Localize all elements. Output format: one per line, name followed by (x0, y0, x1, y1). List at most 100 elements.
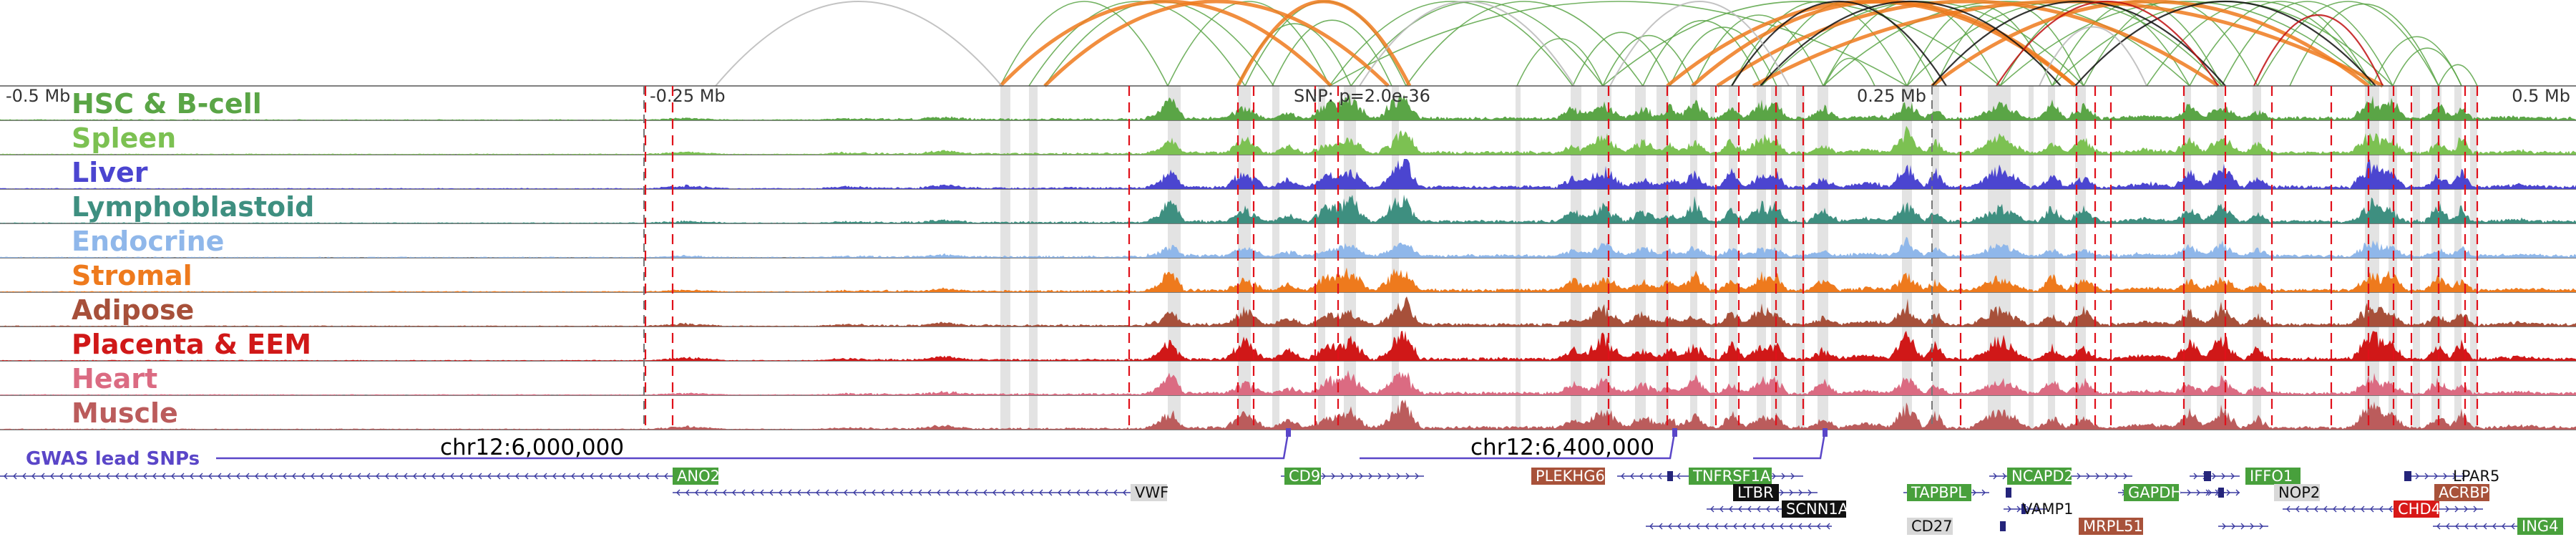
strand-arrow (2464, 523, 2469, 530)
strand-arrow (1766, 505, 1770, 513)
strand-arrow (1113, 489, 1118, 496)
gene-label: MRPL51 (2083, 518, 2143, 535)
ruler: -0.5 Mb -0.25 Mb 0.25 Mb 0.5 Mb SNP: p=2.0e-… (6, 86, 2570, 430)
track-placenta-eem: Placenta & EEM (0, 329, 2576, 362)
strand-arrow (779, 489, 783, 496)
strand-arrow (1719, 505, 1724, 513)
chromatin-loop (2253, 14, 2384, 87)
strand-arrow (825, 489, 829, 496)
chromatin-loop (1329, 1, 1574, 87)
strand-arrow (1630, 473, 1634, 480)
chromatin-loop (2221, 1, 2394, 87)
strand-arrow (1807, 523, 1812, 530)
ruler-tick-label: -0.5 Mb (6, 86, 70, 106)
chromatin-loop (2257, 1, 2439, 87)
strand-arrow (2231, 523, 2235, 530)
strand-arrow (890, 489, 894, 496)
strand-arrow (853, 489, 857, 496)
chromatin-loop (1760, 0, 2062, 87)
strand-arrow (41, 473, 45, 480)
strand-arrow (983, 489, 987, 496)
strand-arrow (292, 473, 296, 480)
strand-arrow (1011, 489, 1015, 496)
strand-arrow (686, 489, 690, 496)
strand-arrow (1340, 473, 1345, 480)
gene-tapbpl: TAPBPL (1907, 484, 1971, 501)
strand-arrow (357, 473, 361, 480)
strand-arrow (2474, 523, 2478, 530)
gene-label: NOP2 (2278, 484, 2320, 501)
strand-arrow (636, 473, 640, 480)
chromatin-loop (1572, 32, 1671, 87)
strand-arrow (992, 489, 997, 496)
strand-arrow (2221, 473, 2225, 480)
strand-arrow (2446, 523, 2450, 530)
strand-arrow (816, 489, 820, 496)
strand-arrow (1972, 489, 1976, 496)
strand-arrow (236, 473, 240, 480)
strand-arrow (1781, 473, 1785, 480)
chromatin-loop (1824, 57, 1875, 87)
track-label: HSC & B-cell (72, 88, 262, 120)
ruler-tick-label: -0.25 Mb (650, 86, 726, 106)
track-label: Heart (72, 363, 157, 395)
strand-arrow (329, 473, 333, 480)
chromatin-loop (715, 1, 1002, 87)
strand-arrow (106, 473, 110, 480)
gene-label: NCAPD2 (2011, 468, 2074, 485)
strand-arrow (1789, 523, 1793, 530)
gwas-track-label: GWAS lead SNPs (26, 448, 200, 470)
strand-arrow (441, 473, 445, 480)
strand-arrow (1039, 489, 1043, 496)
strand-arrow (965, 489, 969, 496)
strand-arrow (459, 473, 464, 480)
strand-arrow (1817, 523, 1821, 530)
strand-arrow (431, 473, 436, 480)
chromatin-loop (1167, 1, 1330, 87)
strand-arrow (394, 473, 399, 480)
track-label: Muscle (72, 397, 178, 429)
strand-arrow (264, 473, 268, 480)
strand-arrow (1639, 473, 1644, 480)
strand-arrow (769, 489, 774, 496)
gwas-snp-marker (1286, 428, 1291, 437)
strand-arrow (751, 489, 755, 496)
strand-arrow (590, 473, 594, 480)
strand-arrow (1377, 473, 1382, 480)
strand-arrow (909, 489, 913, 496)
strand-arrow (655, 473, 659, 480)
strand-arrow (255, 473, 259, 480)
gwas-snp-marker (1823, 428, 1828, 437)
snp-markers (644, 86, 2479, 430)
track-hsc-b-cell: HSC & B-cell (0, 88, 2576, 121)
signal-area (0, 159, 2576, 189)
strand-arrow (1772, 473, 1776, 480)
strand-arrow (404, 473, 408, 480)
strand-arrow (918, 489, 922, 496)
strand-arrow (525, 473, 529, 480)
gene-ncapd2: NCAPD2 (2007, 468, 2074, 485)
strand-arrow (2250, 523, 2254, 530)
chromatin-loop (1244, 1, 1407, 87)
strand-arrow (115, 473, 119, 480)
chromatin-loop (1642, 19, 1762, 87)
strand-arrow (78, 473, 82, 480)
strand-arrow (1030, 489, 1034, 496)
gene-tnfrsf1a: TNFRSF1A (1689, 468, 1772, 485)
strand-arrow (69, 473, 73, 480)
strand-arrow (1368, 473, 1372, 480)
gene-label: CD9 (1289, 468, 1320, 485)
strand-arrow (881, 489, 885, 496)
signal-area (0, 267, 2576, 292)
gene-label-box (1733, 484, 1779, 501)
strand-arrow (1770, 523, 1775, 530)
track-label: Placenta & EEM (72, 329, 311, 360)
gene-label-box (2517, 518, 2563, 535)
strand-arrow (1798, 523, 1802, 530)
gene-label-box (2434, 484, 2489, 501)
chromatin-loop (1044, 1, 1274, 87)
strand-arrow (1405, 473, 1410, 480)
strand-arrow (2323, 505, 2328, 513)
